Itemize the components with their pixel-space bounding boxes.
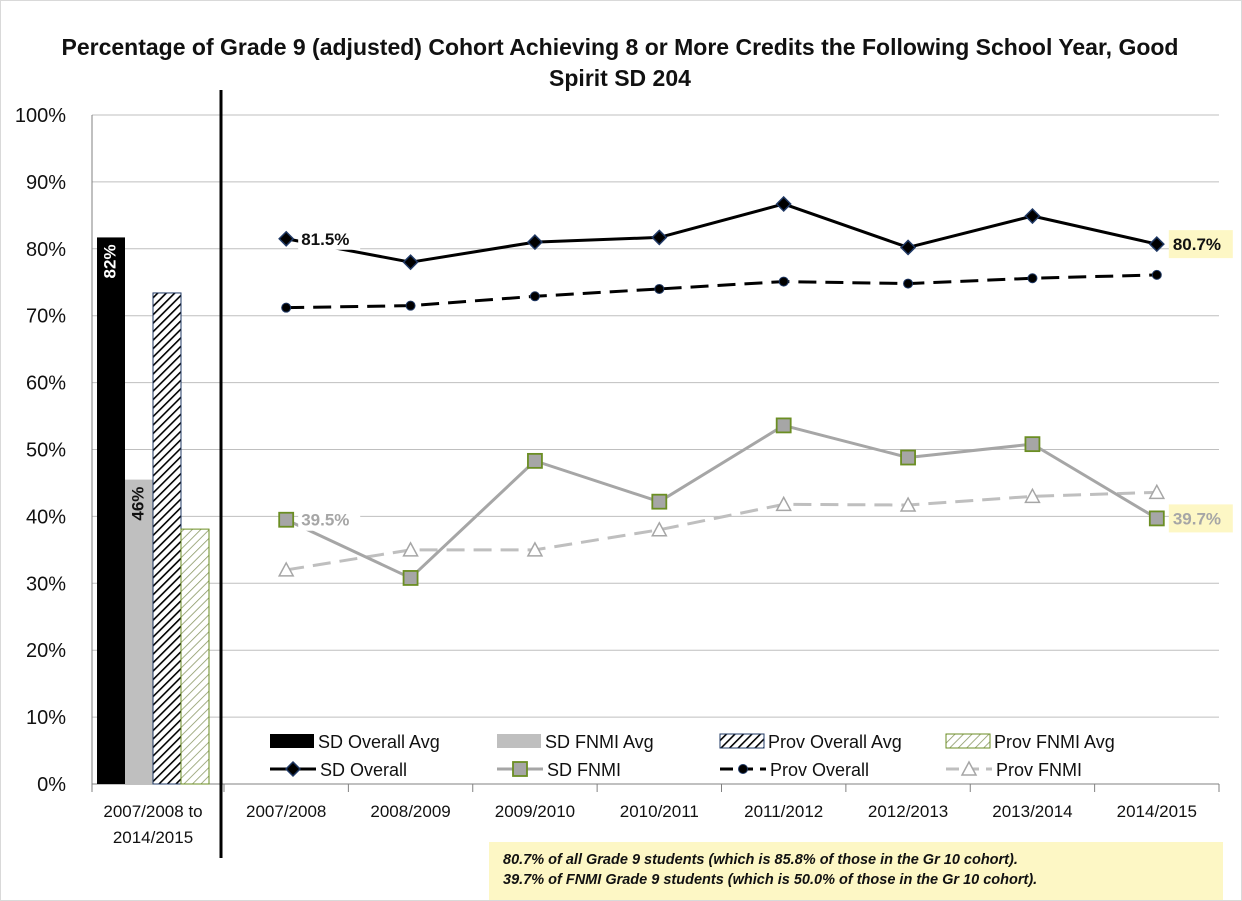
y-tick-label: 40% bbox=[26, 506, 66, 528]
point-sd-overall bbox=[651, 229, 668, 246]
point-prov-overall bbox=[281, 302, 292, 313]
x-tick-label: 2013/2014 bbox=[992, 802, 1072, 821]
y-tick-label: 30% bbox=[26, 573, 66, 595]
legend-marker bbox=[284, 760, 302, 778]
point-prov-overall bbox=[654, 283, 665, 294]
point-sd-overall bbox=[278, 230, 295, 247]
data-label-sd-fnmi: 39.5% bbox=[301, 511, 349, 530]
y-tick-label: 10% bbox=[26, 707, 66, 729]
x-category-label: 2014/2015 bbox=[113, 828, 193, 847]
point-sd-fnmi bbox=[1024, 436, 1041, 453]
legend-label: SD Overall Avg bbox=[318, 732, 440, 752]
x-tick-label: 2008/2009 bbox=[370, 802, 450, 821]
point-sd-fnmi bbox=[1148, 510, 1165, 527]
legend-marker bbox=[512, 761, 528, 777]
chart-title: Percentage of Grade 9 (adjusted) Cohort … bbox=[61, 34, 1179, 91]
point-prov-fnmi bbox=[1024, 487, 1041, 504]
y-tick-label: 70% bbox=[26, 306, 66, 328]
bar-sd-fnmi-avg bbox=[125, 479, 153, 784]
x-category-label: 2007/2008 to bbox=[103, 802, 202, 821]
series-line-prov-overall bbox=[286, 273, 1157, 310]
point-sd-overall bbox=[775, 195, 792, 213]
point-prov-fnmi bbox=[526, 541, 544, 557]
y-tick-label: 90% bbox=[26, 172, 66, 194]
x-tick-label: 2012/2013 bbox=[868, 802, 948, 821]
point-prov-fnmi bbox=[1148, 483, 1166, 500]
footnote: 80.7% of all Grade 9 students (which is … bbox=[489, 842, 1223, 900]
point-prov-fnmi bbox=[899, 496, 917, 512]
data-label-sd-overall: 81.5% bbox=[301, 230, 349, 249]
bar-data-label: 82% bbox=[100, 244, 119, 278]
x-tick-label: 2014/2015 bbox=[1117, 802, 1197, 821]
x-tick-label: 2011/2012 bbox=[744, 802, 823, 821]
bar-prov-fnmi-avg bbox=[180, 528, 210, 785]
footnote-line-1: 80.7% of all Grade 9 students (which is … bbox=[503, 852, 1018, 868]
legend-label: Prov FNMI bbox=[996, 760, 1082, 780]
bar-data-label: 46% bbox=[128, 487, 147, 521]
point-sd-overall bbox=[1148, 236, 1165, 253]
point-prov-overall bbox=[405, 300, 416, 311]
legend-swatch bbox=[270, 734, 314, 748]
x-tick-label: 2009/2010 bbox=[495, 802, 575, 821]
legend-label: Prov Overall Avg bbox=[768, 732, 902, 752]
point-prov-overall bbox=[903, 278, 914, 289]
point-sd-fnmi bbox=[278, 511, 295, 528]
legend-label: Prov Overall bbox=[770, 760, 869, 780]
y-tick-label: 0% bbox=[37, 774, 66, 796]
point-sd-overall bbox=[900, 239, 917, 256]
data-label-sd-fnmi: 39.7% bbox=[1173, 509, 1221, 528]
legend-label: SD FNMI bbox=[547, 760, 621, 780]
point-prov-overall bbox=[529, 291, 540, 302]
point-sd-fnmi bbox=[651, 493, 668, 510]
point-prov-overall bbox=[1151, 269, 1162, 280]
y-tick-label: 50% bbox=[26, 440, 66, 462]
data-label-sd-overall: 80.7% bbox=[1173, 235, 1221, 254]
data-label-bg bbox=[298, 227, 361, 250]
series-line-sd-overall bbox=[285, 202, 1158, 264]
point-sd-fnmi bbox=[900, 449, 916, 466]
y-tick-label: 100% bbox=[15, 105, 66, 127]
point-sd-overall bbox=[1024, 207, 1041, 225]
legend-marker bbox=[960, 760, 978, 776]
point-sd-overall bbox=[402, 254, 419, 271]
legend-label: SD Overall bbox=[320, 760, 407, 780]
bar-prov-overall-avg bbox=[152, 292, 182, 785]
legend-label: SD FNMI Avg bbox=[545, 732, 654, 752]
legend-swatch bbox=[719, 733, 765, 749]
series-line-prov-fnmi bbox=[285, 490, 1157, 572]
point-prov-overall bbox=[1027, 273, 1038, 284]
series-line-sd-fnmi bbox=[285, 423, 1158, 580]
point-prov-fnmi bbox=[775, 495, 792, 512]
x-tick-label: 2007/2008 bbox=[246, 802, 326, 821]
point-prov-fnmi bbox=[402, 541, 419, 557]
point-sd-fnmi bbox=[775, 417, 792, 434]
footnote-line-2: 39.7% of FNMI Grade 9 students (which is… bbox=[503, 872, 1038, 888]
bar-sd-overall-avg bbox=[97, 237, 125, 784]
y-tick-label: 20% bbox=[26, 640, 66, 662]
point-prov-overall bbox=[778, 276, 789, 287]
point-sd-overall bbox=[526, 234, 543, 251]
point-sd-fnmi bbox=[527, 452, 543, 469]
legend-swatch bbox=[497, 734, 541, 748]
x-tick-label: 2010/2011 bbox=[620, 802, 699, 821]
point-prov-fnmi bbox=[651, 521, 668, 537]
y-tick-label: 80% bbox=[26, 239, 66, 261]
data-label-bg bbox=[298, 508, 361, 531]
data-label-bg bbox=[1168, 230, 1233, 259]
legend-swatch bbox=[945, 733, 991, 749]
data-label-bg bbox=[1168, 504, 1233, 533]
legend-marker bbox=[738, 764, 748, 774]
point-sd-fnmi bbox=[402, 570, 419, 586]
y-tick-label: 60% bbox=[26, 373, 66, 395]
point-prov-fnmi bbox=[277, 561, 295, 577]
legend-label: Prov FNMI Avg bbox=[994, 732, 1115, 752]
